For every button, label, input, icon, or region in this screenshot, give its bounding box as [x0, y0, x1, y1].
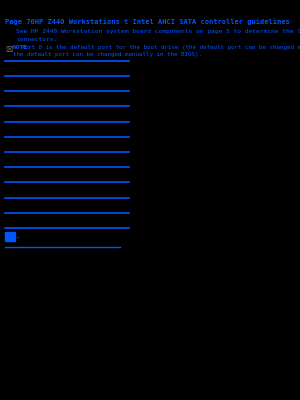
Text: connectors.: connectors. [16, 37, 57, 42]
Text: NOTE:: NOTE: [13, 45, 32, 50]
Text: Port 0 is the default port for the boot drive (the default port can be changed m: Port 0 is the default port for the boot … [21, 45, 300, 50]
Text: ☒: ☒ [5, 45, 13, 54]
Text: the default port can be changed manually in the BIOS).: the default port can be changed manually… [13, 52, 202, 57]
Text: SB...: SB... [6, 234, 20, 238]
Text: See HP Z440 Workstation system board components on page 5 to determine the locat: See HP Z440 Workstation system board com… [16, 29, 300, 34]
Text: Page 70HP Z440 Workstations t Intel AHCI SATA controller guidelines: Page 70HP Z440 Workstations t Intel AHCI… [5, 18, 290, 25]
FancyBboxPatch shape [5, 232, 15, 241]
